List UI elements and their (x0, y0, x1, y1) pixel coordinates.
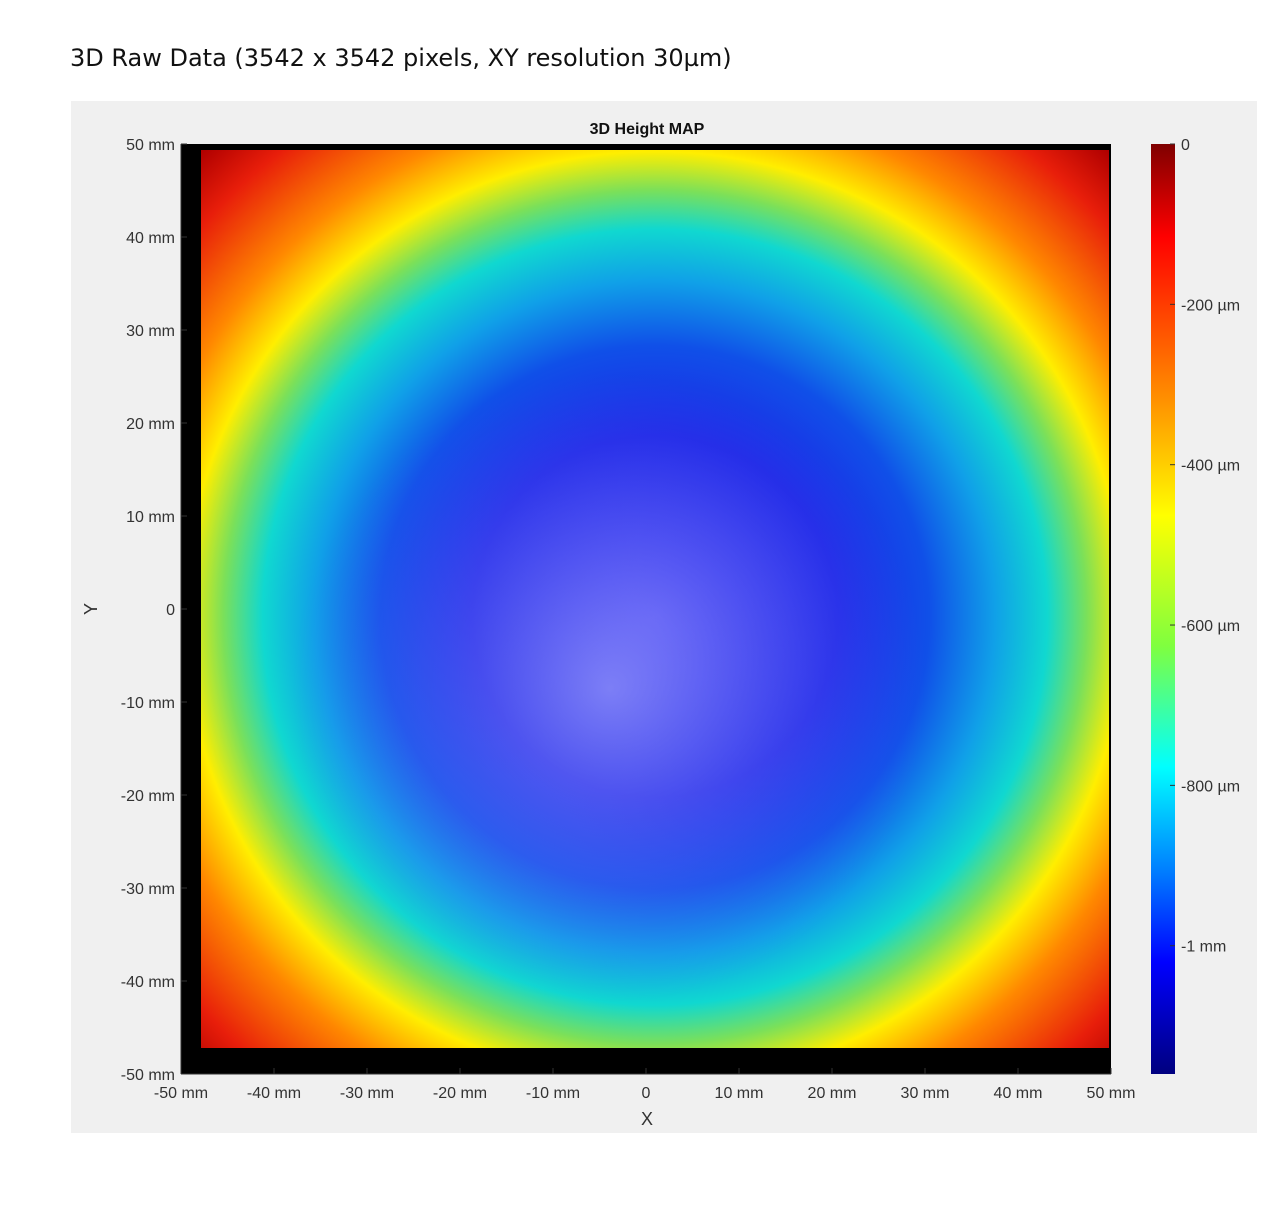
y-tick-label: 10 mm (126, 509, 175, 526)
y-axis-title: Y (81, 603, 101, 615)
colorbar-tick-label: 0 (1181, 137, 1190, 154)
x-tick-label: -40 mm (247, 1085, 301, 1102)
y-tick-label: -40 mm (121, 974, 175, 991)
y-tick-label: -20 mm (121, 788, 175, 805)
x-tick-label: -10 mm (526, 1085, 580, 1102)
x-tick-label: 20 mm (808, 1085, 857, 1102)
colorbar-tick-label: -200 µm (1181, 297, 1240, 314)
x-tick-label: -30 mm (340, 1085, 394, 1102)
y-tick-label: 20 mm (126, 416, 175, 433)
x-axis-title: X (641, 1109, 653, 1129)
x-tick-label: -20 mm (433, 1085, 487, 1102)
x-tick-label: -50 mm (154, 1085, 208, 1102)
chart-title: 3D Height MAP (590, 121, 705, 138)
x-tick-label: 10 mm (715, 1085, 764, 1102)
y-tick-label: 0 (166, 602, 175, 619)
y-tick-group: 50 mm 40 mm 30 mm 20 mm 10 mm 0 -10 mm -20 mm -3… (121, 137, 187, 1084)
y-tick-label: -30 mm (121, 881, 175, 898)
colorbar (1151, 144, 1175, 1074)
y-tick-label: 50 mm (126, 137, 175, 154)
colorbar-tick-label: -800 µm (1181, 778, 1240, 795)
center-texture (201, 150, 1109, 1048)
colorbar-tick-label: -400 µm (1181, 458, 1240, 475)
x-tick-label: 0 (642, 1085, 651, 1102)
colorbar-tick-group: 0 -200 µm -400 µm -600 µm -800 µm -1 mm (1170, 137, 1240, 956)
height-map-chart: -50 mm -40 mm -30 mm -20 mm -10 mm 0 10 mm 20 m… (81, 121, 1240, 1129)
colorbar-tick-label: -1 mm (1181, 939, 1226, 956)
colorbar-tick-label: -600 µm (1181, 618, 1240, 635)
x-tick-label: 50 mm (1087, 1085, 1136, 1102)
y-tick-label: -10 mm (121, 695, 175, 712)
x-tick-label: 40 mm (994, 1085, 1043, 1102)
chart-panel: -50 mm -40 mm -30 mm -20 mm -10 mm 0 10 mm 20 m… (71, 101, 1257, 1133)
y-tick-label: -50 mm (121, 1067, 175, 1084)
x-tick-group: -50 mm -40 mm -30 mm -20 mm -10 mm 0 10 mm 20 m… (154, 1068, 1136, 1102)
y-tick-label: 40 mm (126, 230, 175, 247)
x-tick-label: 30 mm (901, 1085, 950, 1102)
y-tick-label: 30 mm (126, 323, 175, 340)
figure-caption: 3D Raw Data (3542 x 3542 pixels, XY reso… (70, 44, 732, 72)
